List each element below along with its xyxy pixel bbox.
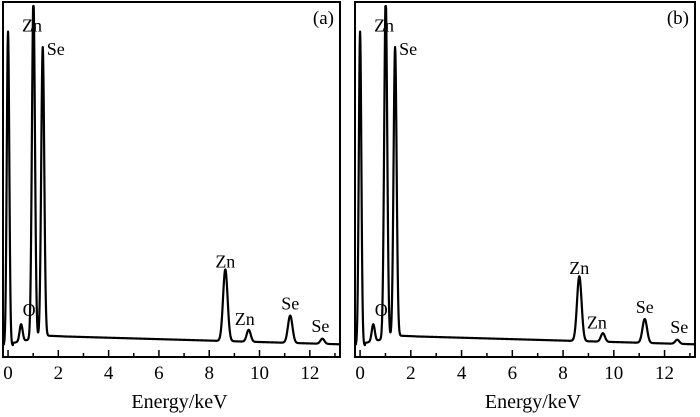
peak-label-zn: Zn: [569, 258, 589, 278]
x-axis-label: Energy/keV: [485, 391, 582, 413]
x-tick-label: 2: [54, 363, 64, 384]
x-tick-label: 10: [604, 363, 623, 384]
peak-label-zn: Zn: [22, 15, 42, 35]
x-axis-label: Energy/keV: [131, 391, 228, 413]
peak-label-se: Se: [311, 316, 329, 336]
peak-label-se: Se: [281, 294, 299, 314]
plot-frame: [354, 1, 696, 358]
peak-label-se: Se: [399, 39, 417, 59]
x-tick-label: 0: [355, 363, 365, 384]
x-tick-label: 8: [558, 363, 568, 384]
x-tick-label: 6: [154, 363, 164, 384]
x-tick-label: 0: [3, 363, 13, 384]
spectrum-trace: [2, 4, 341, 347]
peak-label-se: Se: [670, 317, 688, 337]
peak-label-se: Se: [47, 39, 65, 59]
spectrum-trace: [354, 4, 696, 347]
panel-label: (a): [313, 8, 334, 29]
x-tick-label: 10: [250, 363, 269, 384]
plot-frame: [2, 1, 341, 358]
peak-label-o: O: [375, 300, 388, 320]
peak-label-zn: Zn: [215, 251, 235, 271]
peak-label-zn: Zn: [587, 312, 607, 332]
x-tick-label: 2: [406, 363, 416, 384]
x-tick-label: 8: [204, 363, 214, 384]
x-tick-label: 12: [300, 363, 319, 384]
x-tick-label: 12: [655, 363, 674, 384]
peak-label-zn: Zn: [235, 309, 255, 329]
x-tick-label: 6: [508, 363, 518, 384]
panel-label: (b): [667, 8, 689, 29]
peak-label-o: O: [23, 300, 36, 320]
x-tick-label: 4: [457, 363, 467, 384]
peak-label-se: Se: [636, 297, 654, 317]
x-tick-label: 4: [104, 363, 114, 384]
peak-label-zn: Zn: [374, 15, 394, 35]
